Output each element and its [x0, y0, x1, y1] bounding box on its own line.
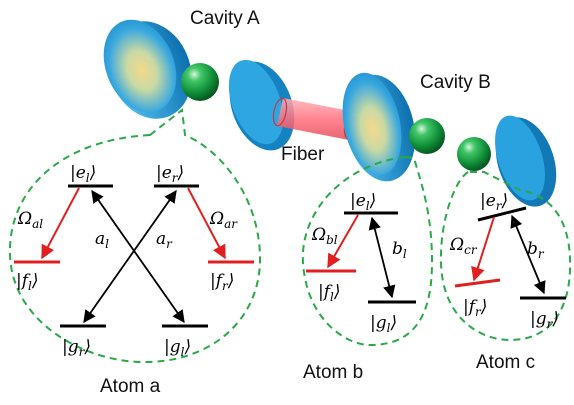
atom-b-sphere [409, 118, 445, 154]
label-c-fr: |fr⟩ [463, 297, 487, 319]
cavity-b-mirror [342, 72, 416, 182]
atom-a-label: Atom a [100, 376, 161, 397]
label-b-l: bl [392, 239, 407, 261]
atom-c-scheme [454, 206, 566, 300]
label-a-l: al [95, 229, 109, 251]
atom-a-bubble [8, 108, 262, 364]
label-c-gr: |gr⟩ [530, 309, 559, 331]
fiber-label: Fiber [281, 144, 325, 165]
b-r-arrow [510, 214, 546, 295]
atom-a-sphere [181, 63, 219, 101]
label-gr: |gr⟩ [62, 337, 91, 359]
cavity-a-label: Cavity A [190, 8, 260, 29]
a-l-arrow [91, 189, 185, 324]
label-a-r: ar [156, 229, 173, 251]
level-c-er [477, 206, 527, 222]
a-r-arrow [83, 189, 177, 324]
label-fl: |fl⟩ [16, 271, 39, 293]
atom-c-sphere [457, 137, 491, 171]
cavity-b-mirror-2 [495, 115, 557, 207]
atom-a-scheme [14, 184, 254, 328]
label-omega-bl: Ωbl [311, 225, 338, 247]
label-b-el: |el⟩ [350, 191, 376, 213]
label-fr: |fr⟩ [210, 271, 234, 293]
label-b-r: br [527, 239, 545, 261]
level-c-fr [454, 278, 501, 288]
label-omega-ar: Ωar [209, 209, 238, 231]
cavity-b-label: Cavity B [420, 72, 491, 93]
label-omega-cr: Ωcr [449, 235, 478, 257]
label-b-gl: |gl⟩ [370, 313, 397, 335]
cavity-a-mirror-2 [228, 59, 295, 151]
label-er: |er⟩ [156, 163, 184, 185]
atom-b-label: Atom b [303, 362, 363, 383]
atom-c-label: Atom c [476, 352, 535, 373]
omega-al-arrow [41, 187, 80, 260]
omega-cr-arrow [471, 216, 495, 282]
label-b-fl: |fl⟩ [318, 282, 341, 304]
cavity-a-mirror [103, 19, 192, 119]
label-c-er: |er⟩ [480, 191, 508, 213]
label-omega-al: Ωal [17, 209, 43, 231]
atom-b-scheme [306, 211, 416, 304]
omega-ar-arrow [187, 187, 226, 260]
label-gl: |gl⟩ [164, 337, 191, 359]
b-l-arrow [368, 216, 396, 299]
label-el: |el⟩ [70, 163, 96, 185]
omega-bl-arrow [327, 214, 359, 269]
atom-b-bubble [301, 155, 434, 347]
